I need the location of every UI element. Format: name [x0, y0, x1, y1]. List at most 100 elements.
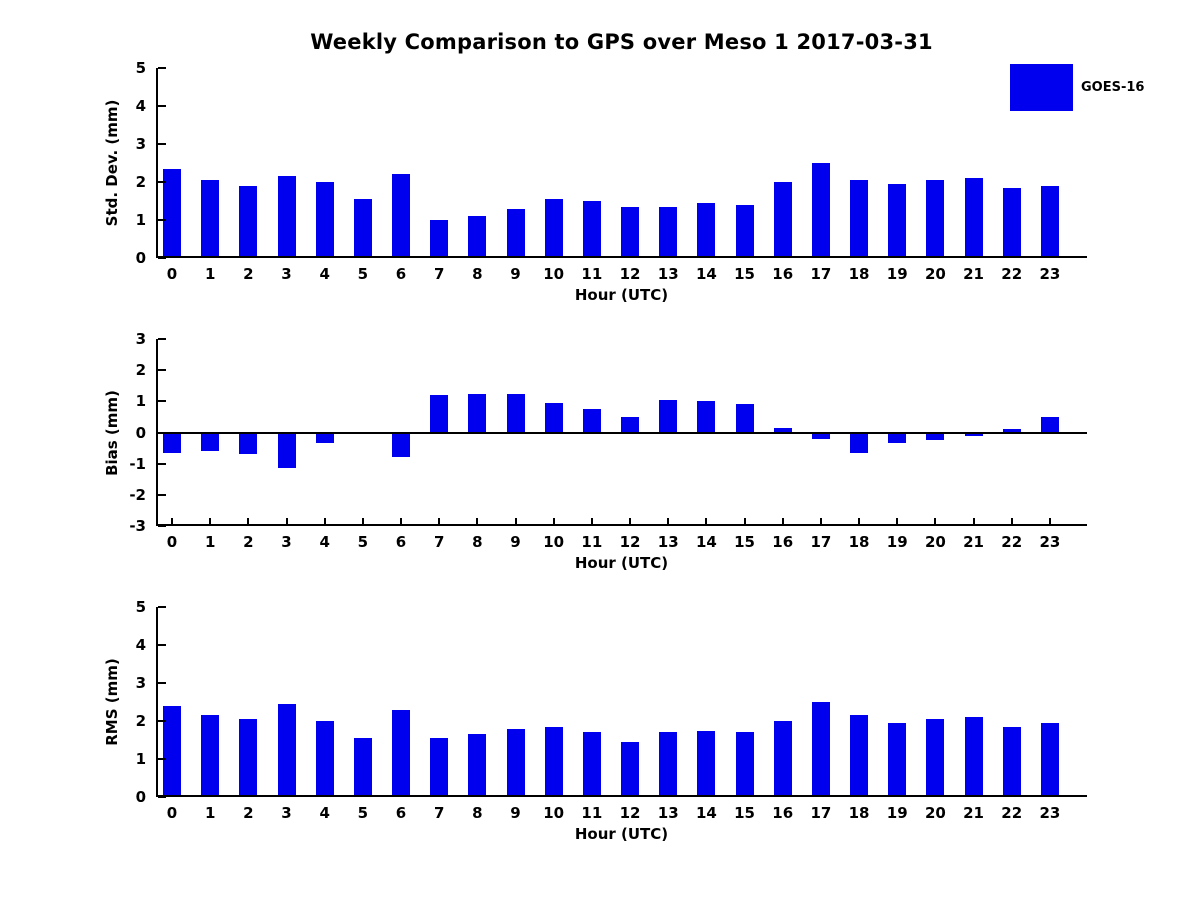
y-tick [158, 720, 166, 722]
bar-hour-7 [430, 220, 449, 258]
x-tick-label: 11 [581, 265, 603, 283]
bar-hour-22 [1002, 187, 1021, 258]
x-tick-label: 16 [772, 265, 794, 283]
bar-hour-12 [621, 416, 640, 433]
x-tick-label: 14 [695, 804, 717, 822]
x-tick-label: 4 [319, 265, 330, 283]
x-tick-label: 12 [619, 265, 641, 283]
bar-hour-19 [888, 183, 907, 258]
x-tick-label: 11 [581, 804, 603, 822]
x-tick [858, 518, 861, 524]
y-tick [158, 257, 166, 259]
bar-hour-17 [811, 702, 830, 797]
x-tick-label: 0 [166, 804, 178, 822]
bar-hour-22 [1002, 429, 1021, 433]
y-axis-line [156, 339, 158, 526]
bar-hour-4 [315, 432, 334, 444]
bar-hour-16 [773, 721, 792, 797]
x-tick-label: 18 [848, 804, 870, 822]
x-tick-label: 4 [319, 533, 330, 551]
x-tick-label: 21 [963, 533, 984, 551]
x-tick-label: 2 [243, 804, 254, 822]
bar-hour-9 [506, 728, 525, 797]
y-tick-label: 0 [135, 423, 146, 442]
y-tick [158, 682, 166, 684]
bar-hour-17 [811, 432, 830, 439]
x-tick-label: 19 [886, 533, 908, 551]
x-tick [743, 518, 746, 524]
y-tick [158, 219, 166, 221]
x-tick-label: 11 [581, 533, 603, 551]
y-tick-label: 3 [135, 330, 146, 348]
bar-hour-23 [1040, 185, 1059, 258]
bar-hour-22 [1002, 726, 1021, 797]
chart-title: Weekly Comparison to GPS over Meso 1 201… [310, 30, 933, 54]
bar-hour-16 [773, 182, 792, 258]
bar-hour-3 [277, 432, 296, 469]
bar-hour-20 [926, 719, 945, 797]
x-tick-label: 13 [657, 265, 679, 283]
x-tick [629, 518, 632, 524]
y-tick-label: 1 [135, 392, 146, 411]
bar-hour-2 [239, 719, 258, 797]
x-tick-label: 6 [395, 265, 407, 283]
y-tick-label: 2 [135, 173, 146, 191]
y-tick [158, 758, 166, 760]
x-tick-label: 17 [810, 265, 832, 283]
x-tick-label: 7 [433, 533, 445, 551]
y-tick-label: 3 [135, 674, 146, 692]
y-tick-label: 4 [135, 97, 146, 115]
x-tick-label: 2 [243, 533, 254, 551]
y-tick [158, 338, 166, 340]
y-tick [158, 606, 166, 608]
bar-hour-19 [888, 722, 907, 797]
x-tick-label: 22 [1001, 533, 1023, 551]
bar-hour-5 [353, 199, 372, 258]
bar-hour-12 [621, 206, 640, 258]
bar-hour-7 [430, 395, 449, 433]
x-tick [896, 518, 899, 524]
x-tick-label: 14 [695, 265, 717, 283]
y-tick-label: 2 [135, 712, 146, 730]
bar-hour-13 [659, 399, 678, 433]
x-tick [247, 518, 250, 524]
x-tick-label: 7 [433, 265, 445, 283]
bar-hour-17 [811, 163, 830, 258]
bar-hour-4 [315, 182, 334, 258]
x-tick-label: 1 [204, 804, 216, 822]
bar-hour-10 [544, 402, 563, 433]
bar-hour-18 [850, 715, 869, 797]
x-tick-label: 9 [510, 533, 521, 551]
x-tick-label: 9 [510, 804, 521, 822]
x-tick-label: 15 [734, 533, 755, 551]
y-tick-label: -1 [129, 454, 146, 473]
x-tick-label: 5 [357, 533, 369, 551]
bar-hour-14 [697, 202, 716, 258]
x-tick [323, 518, 326, 524]
x-tick-label: 8 [472, 533, 483, 551]
bar-hour-3 [277, 176, 296, 258]
x-axis-line [156, 795, 1087, 797]
x-tick-label: 20 [924, 265, 946, 283]
bar-hour-0 [163, 432, 181, 453]
x-tick-label: 21 [963, 265, 984, 283]
x-tick-label: 16 [772, 533, 794, 551]
x-tick-label: 5 [357, 265, 369, 283]
x-tick-label: 12 [619, 533, 641, 551]
x-tick-label: 22 [1001, 265, 1023, 283]
x-tick-label: 21 [963, 804, 984, 822]
bar-hour-1 [201, 715, 220, 797]
x-tick-label: 3 [281, 533, 292, 551]
y-tick-label: 2 [135, 361, 146, 380]
y-tick [158, 796, 166, 798]
x-axis-label-bias: Hour (UTC) [574, 554, 669, 572]
x-tick-label: 14 [695, 533, 717, 551]
x-tick-label: 0 [166, 533, 178, 551]
y-tick [158, 462, 166, 465]
zero-line [156, 431, 1087, 434]
bar-hour-6 [392, 432, 411, 458]
x-tick-label: 4 [319, 804, 330, 822]
y-tick [158, 143, 166, 145]
x-tick-label: 13 [657, 804, 679, 822]
